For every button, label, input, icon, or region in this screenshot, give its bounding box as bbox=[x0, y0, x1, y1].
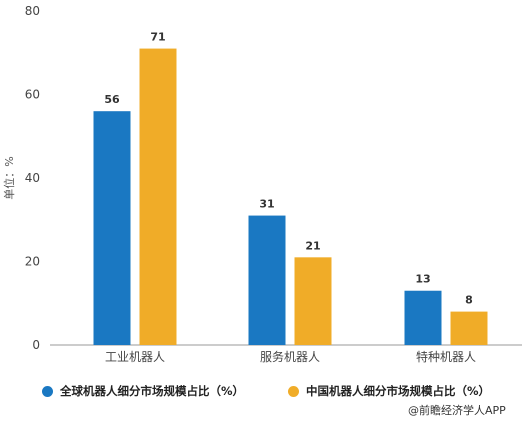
bars: 56 71 31 21 13 8 bbox=[93, 31, 488, 345]
x-tick-label-0: 工业机器人 bbox=[105, 350, 165, 364]
bar-value-label-s1-c2: 8 bbox=[465, 294, 473, 307]
legend-label-global: 全球机器人细分市场规模占比（%） bbox=[60, 384, 245, 398]
bar-value-label-s0-c2: 13 bbox=[415, 273, 430, 286]
legend: 全球机器人细分市场规模占比（%） 中国机器人细分市场规模占比（%） bbox=[42, 381, 532, 401]
bar-s0-c1 bbox=[248, 215, 286, 345]
bar-chart: 0 20 40 60 80 工业机器人 服务机器人 特种机器人 56 71 31 21 13 8 单位… bbox=[2, 4, 522, 364]
bar-s1-c0 bbox=[139, 48, 177, 345]
legend-label-china: 中国机器人细分市场规模占比（%） bbox=[306, 384, 491, 398]
y-tick-label-1: 20 bbox=[25, 255, 40, 269]
legend-dot-china bbox=[288, 385, 300, 397]
x-tick-label-1: 服务机器人 bbox=[260, 349, 320, 364]
legend-item-china: 中国机器人细分市场规模占比（%） bbox=[288, 383, 490, 399]
y-axis-ticks: 0 20 40 60 80 bbox=[25, 4, 40, 352]
y-tick-label-0: 0 bbox=[32, 338, 40, 352]
bar-value-label-s0-c0: 56 bbox=[104, 93, 120, 106]
y-tick-label-3: 60 bbox=[25, 88, 40, 102]
bar-value-label-s0-c1: 31 bbox=[259, 198, 274, 211]
y-tick-label-4: 80 bbox=[25, 4, 40, 18]
source-credit: @前瞻经济学人APP bbox=[408, 404, 506, 417]
bar-value-label-s1-c0: 71 bbox=[150, 31, 165, 44]
y-tick-label-2: 40 bbox=[25, 171, 40, 185]
x-tick-label-2: 特种机器人 bbox=[416, 349, 476, 364]
bar-s1-c1 bbox=[294, 257, 332, 345]
y-axis-title: 单位：% bbox=[2, 156, 16, 199]
bar-s0-c2 bbox=[404, 290, 442, 345]
x-axis-labels: 工业机器人 服务机器人 特种机器人 bbox=[105, 349, 476, 364]
bar-value-label-s1-c1: 21 bbox=[305, 239, 320, 252]
bar-s0-c0 bbox=[93, 111, 131, 345]
legend-dot-global bbox=[42, 385, 53, 397]
bar-s1-c2 bbox=[450, 311, 488, 345]
legend-item-global: 全球机器人细分市场规模占比（%） bbox=[42, 383, 244, 399]
